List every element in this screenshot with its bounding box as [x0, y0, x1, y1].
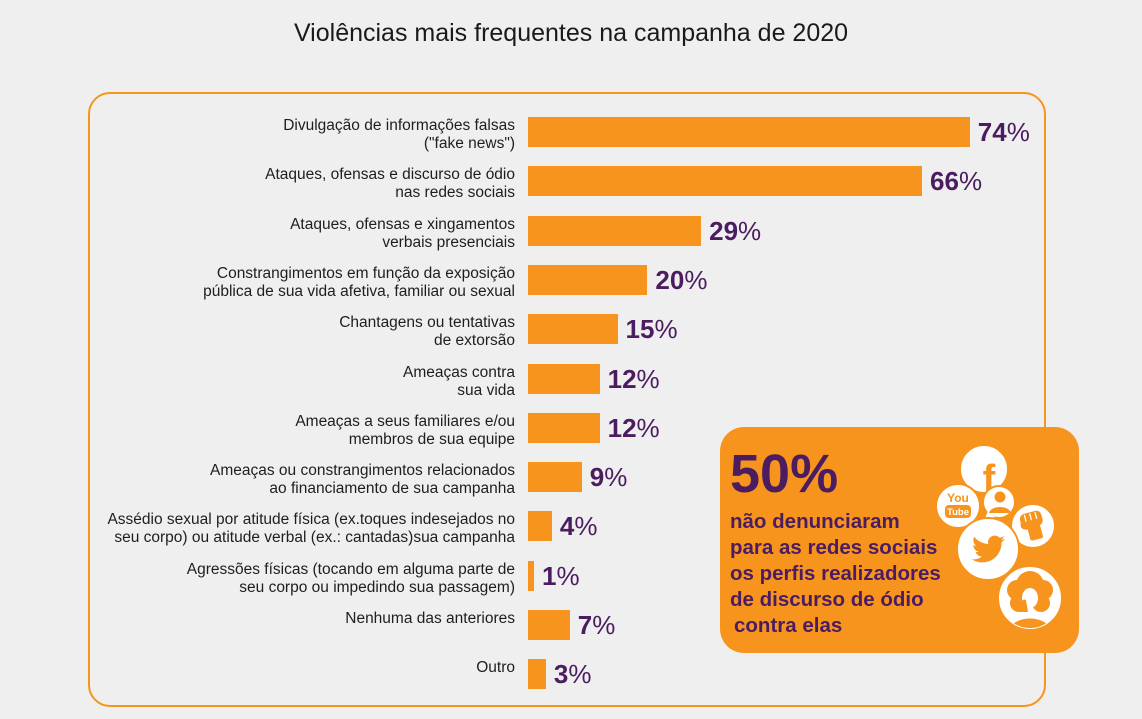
callout-line: os perfis realizadores — [730, 562, 941, 585]
bar — [528, 659, 546, 690]
bar — [528, 264, 648, 295]
category-label: Agressões físicas (tocando em alguma par… — [186, 560, 515, 596]
bar — [528, 314, 618, 345]
value-suffix: % — [556, 560, 580, 591]
callout-text: não denunciaram para as redes sociais os… — [730, 509, 941, 639]
chart-title: Violências mais frequentes na campanha d… — [293, 19, 849, 47]
value-number: 74 — [977, 117, 1007, 147]
value-suffix: % — [654, 314, 678, 345]
category-label: Ameaças a seus familiares e/ou membros d… — [295, 412, 515, 448]
value-number: 15 — [625, 314, 655, 345]
value-number: 12 — [607, 412, 637, 443]
youtube-logo-you: You — [947, 491, 969, 505]
value-label: 15% — [626, 314, 678, 344]
value-label: 9% — [590, 462, 628, 492]
value-label: 12% — [608, 364, 660, 394]
value-number: 1 — [541, 560, 557, 591]
category-label: Ameaças ou constrangimentos relacionados… — [209, 462, 515, 498]
value-number: 12 — [607, 363, 637, 394]
value-number: 7 — [577, 610, 593, 640]
social-media-icons: f You Tube — [935, 444, 1063, 631]
bar — [528, 215, 702, 246]
callout-line: de discurso de ódio — [730, 588, 924, 611]
category-label: Constrangimentos em função da exposição … — [203, 264, 515, 300]
value-number: 3 — [553, 659, 569, 690]
category-label: Nenhuma das anteriores — [345, 610, 515, 627]
value-suffix: % — [592, 610, 616, 640]
facebook-icon: f — [959, 444, 1009, 500]
category-label: Assédio sexual por atitude física (ex.to… — [107, 511, 515, 547]
value-number: 4 — [559, 511, 575, 542]
value-suffix: % — [684, 264, 708, 295]
callout-line: contra elas — [734, 614, 843, 637]
category-label: Chantagens ou tentativas de extorsão — [339, 314, 515, 350]
value-suffix: % — [574, 511, 598, 542]
value-label: 12% — [608, 413, 660, 443]
bar — [528, 610, 570, 640]
callout-line: não denunciaram — [730, 510, 900, 533]
bar — [528, 363, 600, 394]
value-suffix: % — [958, 166, 983, 197]
bar — [528, 117, 970, 147]
twitter-icon — [956, 517, 1020, 581]
value-label: 4% — [560, 511, 598, 541]
fist-icon — [1010, 503, 1056, 549]
category-label: Outro — [476, 659, 515, 677]
bar — [528, 412, 600, 443]
value-suffix: % — [604, 462, 628, 493]
bar — [528, 462, 582, 493]
woman-icon — [997, 565, 1063, 631]
value-number: 29 — [709, 215, 739, 246]
bar — [528, 560, 534, 591]
value-label: 66% — [930, 166, 982, 196]
callout-box: 50% não denunciaram para as redes sociai… — [720, 427, 1079, 653]
value-suffix: % — [636, 363, 660, 394]
value-label: 29% — [709, 216, 761, 246]
value-number: 20 — [655, 264, 685, 295]
value-label: 74% — [978, 117, 1030, 147]
youtube-logo-tube: Tube — [947, 507, 969, 518]
bar — [528, 166, 923, 197]
value-number: 66 — [930, 166, 959, 197]
category-label: Divulgação de informações falsas ("fake … — [283, 117, 515, 152]
value-suffix: % — [636, 412, 660, 443]
chart-frame — [88, 92, 1046, 707]
callout-line: para as redes sociais — [730, 536, 938, 559]
category-label: Ameaças contra sua vida — [403, 363, 515, 399]
value-suffix: % — [1006, 117, 1030, 147]
value-suffix: % — [568, 659, 592, 690]
callout-stat: 50% — [730, 444, 839, 504]
value-number: 9 — [589, 462, 605, 493]
category-label: Ataques, ofensas e xingamentos verbais p… — [290, 215, 515, 251]
value-label: 20% — [655, 265, 707, 295]
youtube-icon: You Tube — [935, 483, 981, 529]
bar — [528, 511, 552, 542]
value-label: 7% — [578, 610, 616, 640]
category-label: Ataques, ofensas e discurso de ódio nas … — [265, 166, 515, 202]
value-label: 3% — [554, 659, 592, 689]
value-label: 1% — [542, 561, 580, 591]
value-suffix: % — [738, 215, 762, 246]
